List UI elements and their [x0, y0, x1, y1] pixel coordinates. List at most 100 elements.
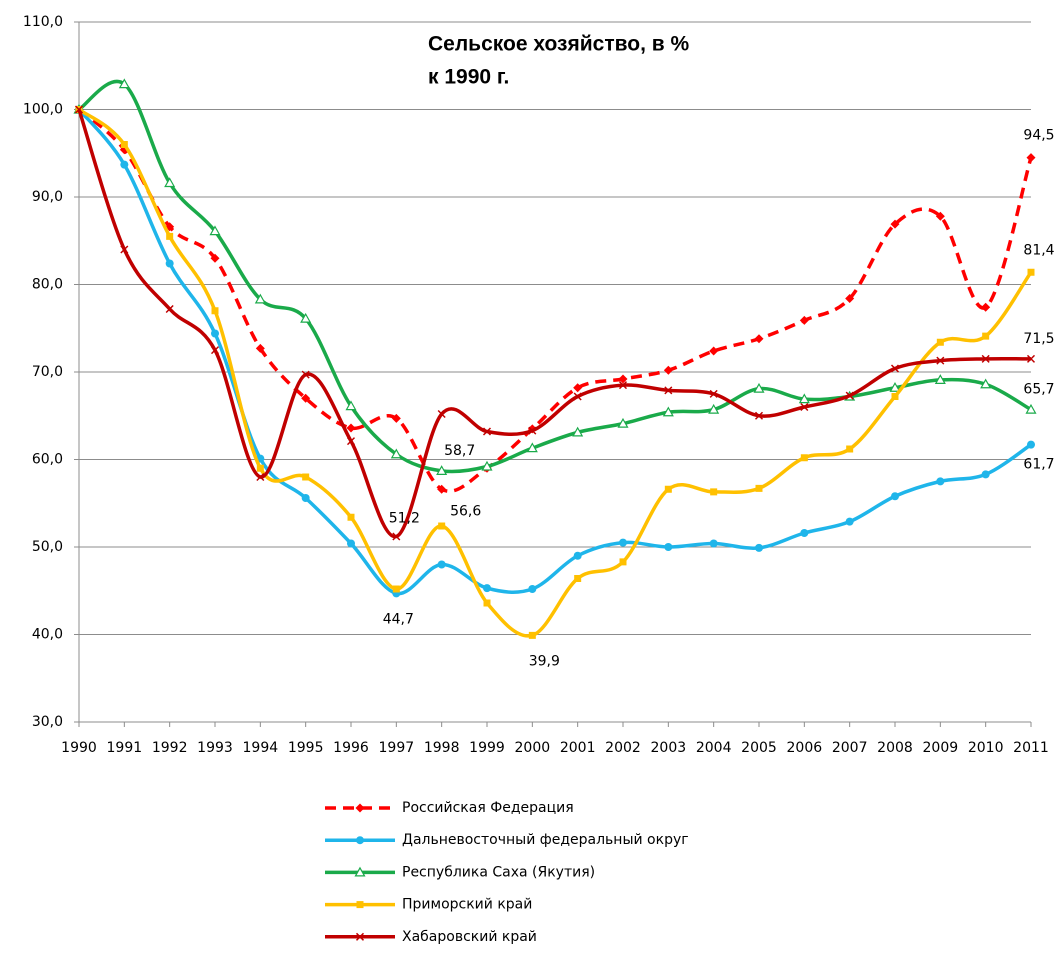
marker: [799, 315, 809, 325]
marker: [483, 599, 491, 607]
x-tick-label: 1990: [61, 740, 97, 756]
marker: [528, 426, 537, 435]
marker: [211, 307, 219, 315]
series-line: [77, 108, 1032, 539]
marker: [391, 413, 401, 423]
marker: [256, 472, 265, 482]
x-tick-label: 2004: [696, 740, 732, 756]
marker: [255, 343, 265, 353]
marker: [664, 543, 673, 551]
legend-label: Хабаровский край: [402, 929, 537, 945]
x-tick-label: 2006: [787, 740, 823, 756]
series: 56,6 94,5: [74, 105, 1055, 519]
x-tick-label: 1999: [469, 740, 505, 756]
marker: [256, 464, 264, 472]
x-tick-label: 2010: [968, 740, 1004, 756]
marker: [664, 485, 672, 493]
marker: [619, 558, 627, 566]
data-label: 44,7: [383, 611, 414, 627]
marker: [1025, 403, 1037, 414]
marker: [166, 232, 174, 240]
x-tick-label: 1994: [243, 740, 279, 756]
data-label: 39,9: [529, 653, 560, 669]
marker: [210, 346, 220, 355]
x-tick-label: 2001: [560, 740, 596, 756]
marker: [356, 836, 364, 845]
marker: [890, 364, 900, 373]
data-label: 58,7: [444, 443, 475, 459]
marker: [709, 389, 718, 398]
x-tick-label: 2002: [605, 740, 641, 756]
marker: [891, 492, 899, 501]
marker: [483, 584, 491, 593]
marker: [619, 538, 627, 547]
marker: [120, 141, 128, 148]
marker: [1026, 354, 1036, 363]
marker: [118, 78, 130, 89]
marker: [347, 539, 355, 548]
marker: [845, 294, 855, 303]
marker: [709, 539, 718, 548]
marker: [346, 437, 356, 446]
marker: [981, 354, 990, 363]
marker: [573, 383, 583, 393]
marker: [437, 560, 446, 569]
marker: [663, 365, 673, 375]
x-tick-label: 2011: [1013, 740, 1049, 756]
marker: [165, 304, 174, 314]
marker: [664, 386, 673, 395]
marker: [437, 484, 447, 494]
marker: [301, 494, 310, 502]
series: 44,7 61,7: [75, 105, 1055, 627]
marker: [936, 338, 944, 346]
marker: [800, 454, 808, 462]
legend-item: Дальневосточный федеральный округ: [325, 832, 689, 848]
marker: [936, 477, 945, 486]
marker: [354, 866, 366, 877]
y-tick-label: 40,0: [32, 627, 63, 643]
y-tick-label: 50,0: [32, 539, 63, 555]
chart-title: Сельское хозяйство, в %: [428, 33, 689, 56]
marker: [209, 225, 221, 236]
data-label: 94,5: [1023, 128, 1054, 144]
marker: [300, 312, 312, 323]
marker: [120, 160, 129, 169]
series: 51,2 71,5: [74, 105, 1055, 541]
marker: [617, 417, 629, 428]
x-tick-label: 2000: [515, 740, 551, 756]
marker: [662, 406, 674, 417]
marker: [345, 400, 357, 411]
marker: [755, 543, 763, 552]
x-tick-label: 1995: [288, 740, 324, 756]
marker: [981, 302, 991, 312]
marker: [355, 803, 365, 813]
data-label: 65,7: [1023, 382, 1054, 398]
marker: [210, 253, 220, 263]
marker: [164, 177, 176, 188]
marker: [528, 585, 537, 593]
x-tick-label: 2009: [923, 740, 959, 756]
marker: [710, 488, 718, 496]
marker: [356, 901, 364, 909]
legend-label: Республика Саха (Якутия): [402, 864, 595, 880]
y-tick-label: 60,0: [32, 452, 63, 468]
data-label: 56,6: [450, 503, 481, 519]
legend-label: Дальневосточный федеральный округ: [402, 832, 689, 848]
marker: [165, 259, 174, 268]
y-tick-label: 80,0: [32, 277, 63, 293]
series-line: [77, 108, 1033, 493]
marker: [845, 517, 854, 526]
marker: [390, 448, 402, 459]
marker: [526, 442, 538, 453]
series: 58,7 65,7: [73, 78, 1055, 475]
x-tick-label: 1996: [333, 740, 369, 756]
marker: [211, 329, 219, 338]
marker: [800, 402, 809, 412]
marker: [618, 381, 628, 390]
data-label: 71,5: [1023, 331, 1054, 347]
y-tick-label: 90,0: [32, 189, 63, 205]
y-tick-label: 100,0: [23, 102, 63, 118]
marker: [392, 585, 400, 593]
marker: [528, 631, 536, 639]
